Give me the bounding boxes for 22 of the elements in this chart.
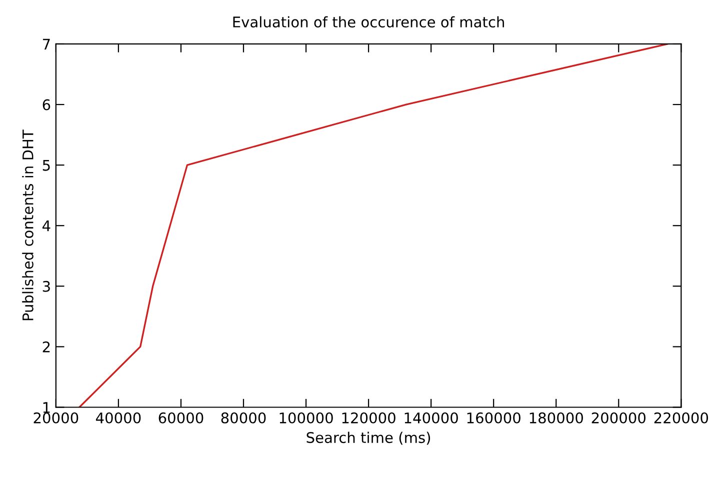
x-tick-label: 220000 xyxy=(654,412,708,424)
x-tick-label: 160000 xyxy=(467,412,520,424)
x-tick-label: 60000 xyxy=(158,412,204,424)
x-tick-label: 20000 xyxy=(34,412,78,424)
x-tick-label: 180000 xyxy=(530,412,583,424)
y-tick-label: 7 xyxy=(42,38,50,50)
line-series xyxy=(78,44,668,408)
x-tick-label: 120000 xyxy=(342,412,396,424)
y-tick-label: 1 xyxy=(43,402,50,413)
x-tick-label: 140000 xyxy=(404,412,458,424)
chart-title: Evaluation of the occurence of match xyxy=(233,16,504,28)
x-tick-label: 200000 xyxy=(592,412,646,424)
y-tick-label: 3 xyxy=(42,280,50,292)
y-tick-label: 6 xyxy=(42,99,50,110)
x-tick-label: 80000 xyxy=(221,412,266,424)
y-axis-title: Published contents in DHT xyxy=(22,130,34,320)
y-tick-label: 2 xyxy=(42,341,50,352)
x-tick-label: 100000 xyxy=(280,412,333,424)
x-axis-title: Search time (ms) xyxy=(306,432,430,445)
y-tick-label: 4 xyxy=(42,220,50,232)
x-tick-label: 40000 xyxy=(96,412,141,424)
y-tick-label: 5 xyxy=(42,160,50,171)
